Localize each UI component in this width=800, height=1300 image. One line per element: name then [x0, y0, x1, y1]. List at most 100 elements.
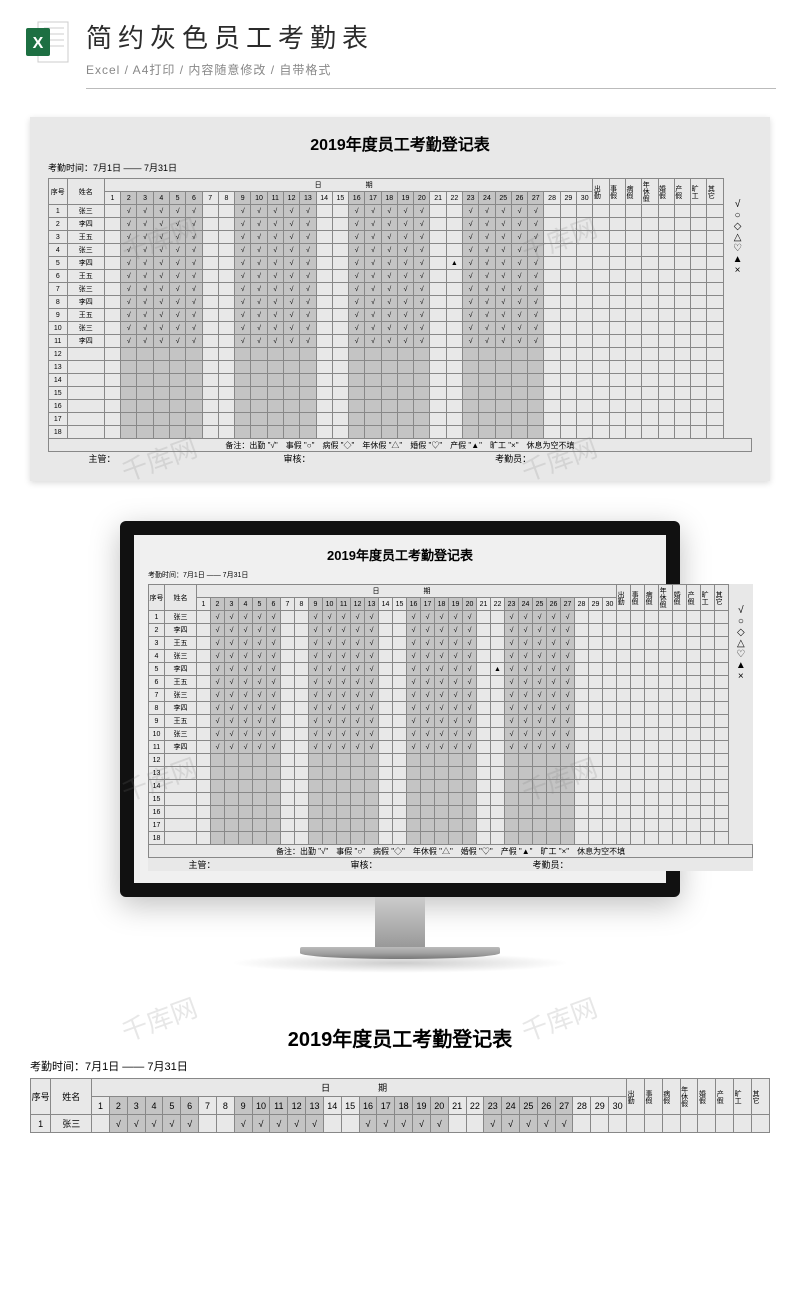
- cell-day: √: [407, 611, 421, 624]
- cell-day: [267, 819, 281, 832]
- cell-stat: [659, 715, 673, 728]
- cell-day: [477, 832, 491, 845]
- cell-day: √: [479, 296, 495, 309]
- table-row: 15: [149, 793, 753, 806]
- day-header: 29: [589, 598, 603, 611]
- cell-day: [393, 637, 407, 650]
- cell-day: √: [421, 611, 435, 624]
- cell-day: [251, 400, 267, 413]
- stat-col-header: 年休假: [680, 1079, 698, 1115]
- cell-day: √: [300, 283, 316, 296]
- table-row: 5李四√√√√√√√√√√√√√√√▲√√√√√: [49, 257, 752, 270]
- cell-stat: [715, 780, 729, 793]
- cell-day: [197, 754, 211, 767]
- cell-seq: 10: [149, 728, 165, 741]
- cell-stat: [609, 231, 625, 244]
- cell-day: √: [309, 650, 323, 663]
- cell-seq: 15: [149, 793, 165, 806]
- cell-day: √: [239, 689, 253, 702]
- cell-day: [267, 754, 281, 767]
- day-header: 29: [591, 1097, 609, 1115]
- cell-day: [365, 780, 379, 793]
- cell-stat: [625, 335, 641, 348]
- cell-day: √: [109, 1115, 127, 1133]
- cell-stat: [642, 270, 658, 283]
- cell-name: 张三: [67, 283, 104, 296]
- cell-day: [519, 780, 533, 793]
- cell-day: [351, 819, 365, 832]
- cell-day: √: [211, 663, 225, 676]
- cell-stat: [642, 361, 658, 374]
- cell-day: √: [253, 702, 267, 715]
- cell-day: [365, 806, 379, 819]
- cell-day: [533, 767, 547, 780]
- cell-stat: [642, 413, 658, 426]
- day-header: 14: [316, 192, 332, 205]
- cell-stat: [701, 806, 715, 819]
- cell-day: √: [528, 309, 544, 322]
- cell-day: √: [449, 689, 463, 702]
- cell-day: [332, 387, 348, 400]
- cell-day: √: [547, 611, 561, 624]
- cell-day: [393, 832, 407, 845]
- cell-day: √: [309, 624, 323, 637]
- day-header: 30: [609, 1097, 627, 1115]
- cell-day: √: [211, 689, 225, 702]
- cell-day: [479, 361, 495, 374]
- cell-day: [435, 754, 449, 767]
- cell-day: [430, 309, 446, 322]
- cell-day: √: [153, 270, 169, 283]
- cell-day: √: [251, 322, 267, 335]
- sign-auditor: 审核：: [351, 858, 533, 872]
- cell-stat: [715, 715, 729, 728]
- day-header: 12: [351, 598, 365, 611]
- cell-day: [283, 348, 299, 361]
- cell-day: [603, 650, 617, 663]
- cell-stat: [659, 637, 673, 650]
- cell-stat: [617, 754, 631, 767]
- cell-day: √: [121, 231, 137, 244]
- day-header: 12: [288, 1097, 306, 1115]
- cell-seq: 11: [49, 335, 68, 348]
- cell-day: [407, 780, 421, 793]
- cell-day: [544, 309, 560, 322]
- cell-day: √: [267, 728, 281, 741]
- cell-day: √: [533, 715, 547, 728]
- cell-day: [300, 413, 316, 426]
- cell-stat: [674, 426, 690, 439]
- cell-day: [351, 754, 365, 767]
- cell-day: √: [153, 283, 169, 296]
- day-header: 7: [199, 1097, 217, 1115]
- cell-day: [491, 780, 505, 793]
- cell-day: [381, 400, 397, 413]
- cell-day: [351, 806, 365, 819]
- cell-day: [609, 1115, 627, 1133]
- cell-day: √: [239, 650, 253, 663]
- cell-stat: [673, 767, 687, 780]
- sheet-period: 考勤时间：7月1日 —— 7月31日: [148, 570, 652, 580]
- cell-stat: [715, 728, 729, 741]
- cell-day: √: [351, 663, 365, 676]
- cell-day: [337, 819, 351, 832]
- cell-day: [430, 361, 446, 374]
- cell-stat: [674, 387, 690, 400]
- cell-name: 张三: [165, 689, 197, 702]
- cell-stat: [715, 676, 729, 689]
- cell-day: [435, 793, 449, 806]
- cell-stat: [642, 426, 658, 439]
- cell-day: √: [267, 624, 281, 637]
- cell-stat: [691, 348, 707, 361]
- cell-day: √: [169, 270, 185, 283]
- cell-day: √: [239, 741, 253, 754]
- stat-col-header: 婚假: [673, 585, 687, 611]
- cell-day: [104, 283, 120, 296]
- cell-stat: [701, 715, 715, 728]
- cell-stat: [691, 322, 707, 335]
- cell-day: √: [528, 296, 544, 309]
- cell-day: [169, 400, 185, 413]
- cell-day: √: [267, 702, 281, 715]
- cell-day: [202, 218, 218, 231]
- cell-day: [197, 650, 211, 663]
- cell-day: √: [283, 322, 299, 335]
- cell-name: [165, 832, 197, 845]
